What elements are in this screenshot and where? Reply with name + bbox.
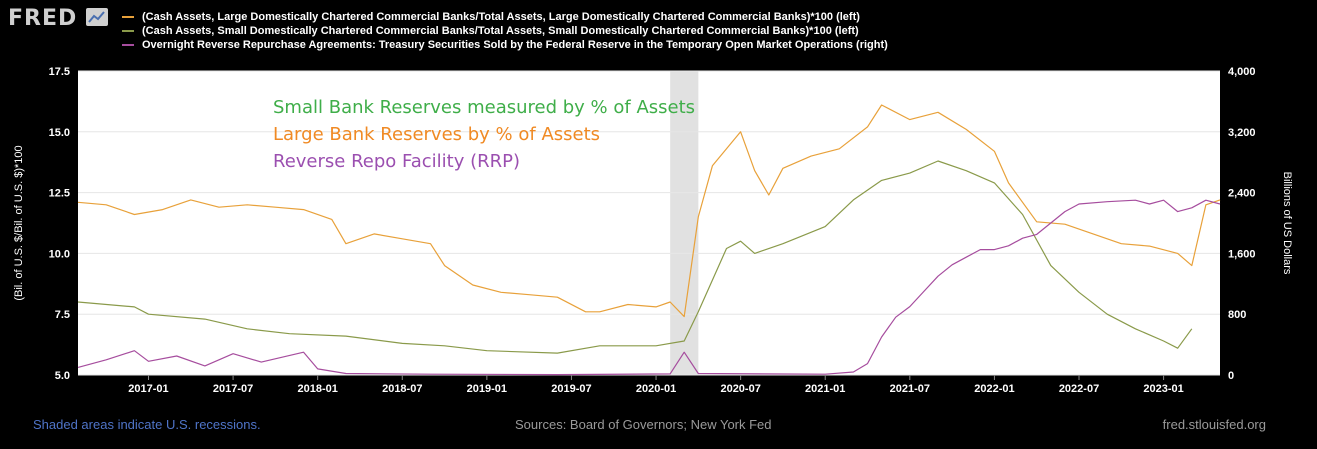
right-tick-label: 3,200: [1228, 127, 1256, 139]
line-chart-icon: [85, 8, 108, 26]
x-tick-label: 2020-07: [720, 383, 760, 395]
x-tick-label: 2022-01: [974, 383, 1014, 395]
annotation-small-banks: Small Bank Reserves measured by % of Ass…: [273, 97, 695, 118]
x-tick-label: 2021-01: [805, 383, 845, 395]
annotation-large-banks: Large Bank Reserves by % of Assets: [273, 124, 600, 145]
x-tick-label: 2022-07: [1059, 383, 1099, 395]
left-tick-label: 5.0: [55, 370, 70, 382]
legend-item-large-banks[interactable]: (Cash Assets, Large Domestically Charter…: [122, 10, 888, 24]
y-axis-right-label: Billions of US Dollars: [1281, 172, 1293, 275]
left-tick-label: 7.5: [55, 309, 70, 321]
legend-label-rrp: Overnight Reverse Repurchase Agreements:…: [142, 39, 888, 51]
right-tick-label: 4,000: [1228, 66, 1256, 78]
legend-item-small-banks[interactable]: (Cash Assets, Small Domestically Charter…: [122, 24, 888, 38]
x-tick-label: 2021-07: [890, 383, 930, 395]
series-line-large-banks: [77, 104, 1221, 318]
sources-note: Sources: Board of Governors; New York Fe…: [515, 417, 772, 432]
legend-swatch-large-banks: [122, 16, 134, 18]
x-tick-label: 2017-01: [128, 383, 168, 395]
plot-area: [78, 71, 1220, 375]
recession-shading: [670, 71, 699, 375]
right-tick-label: 2,400: [1228, 188, 1256, 200]
fred-logo-text: FRED: [8, 6, 78, 31]
right-tick-label: 1,600: [1228, 248, 1256, 260]
left-tick-label: 12.5: [49, 188, 70, 200]
x-tick-label: 2019-01: [467, 383, 507, 395]
x-tick-label: 2020-01: [636, 383, 676, 395]
legend: (Cash Assets, Large Domestically Charter…: [122, 10, 888, 52]
x-tick-label: 2023-01: [1143, 383, 1183, 395]
legend-item-rrp[interactable]: Overnight Reverse Repurchase Agreements:…: [122, 38, 888, 52]
legend-swatch-rrp: [122, 44, 134, 46]
series-line-rrp: [77, 199, 1221, 376]
fred-url-link[interactable]: fred.stlouisfed.org: [1162, 417, 1266, 432]
right-tick-label: 0: [1228, 370, 1234, 382]
fred-logo[interactable]: FRED: [8, 6, 108, 31]
x-tick-label: 2017-07: [213, 383, 253, 395]
x-tick-label: 2019-07: [551, 383, 591, 395]
y-axis-left-label: (Bil. of U.S. $/Bil. of U.S. $)*100: [13, 145, 25, 300]
series-line-small-banks: [77, 160, 1193, 354]
x-tick-label: 2018-07: [382, 383, 422, 395]
left-tick-label: 15.0: [49, 127, 70, 139]
right-tick-label: 800: [1228, 309, 1246, 321]
recession-note: Shaded areas indicate U.S. recessions.: [33, 417, 261, 432]
legend-label-small-banks: (Cash Assets, Small Domestically Charter…: [142, 25, 859, 37]
legend-swatch-small-banks: [122, 30, 134, 32]
left-tick-label: 10.0: [49, 248, 70, 260]
left-tick-label: 17.5: [49, 66, 70, 78]
legend-label-large-banks: (Cash Assets, Large Domestically Charter…: [142, 11, 860, 23]
annotation-rrp: Reverse Repo Facility (RRP): [273, 151, 520, 172]
x-tick-label: 2018-01: [297, 383, 337, 395]
